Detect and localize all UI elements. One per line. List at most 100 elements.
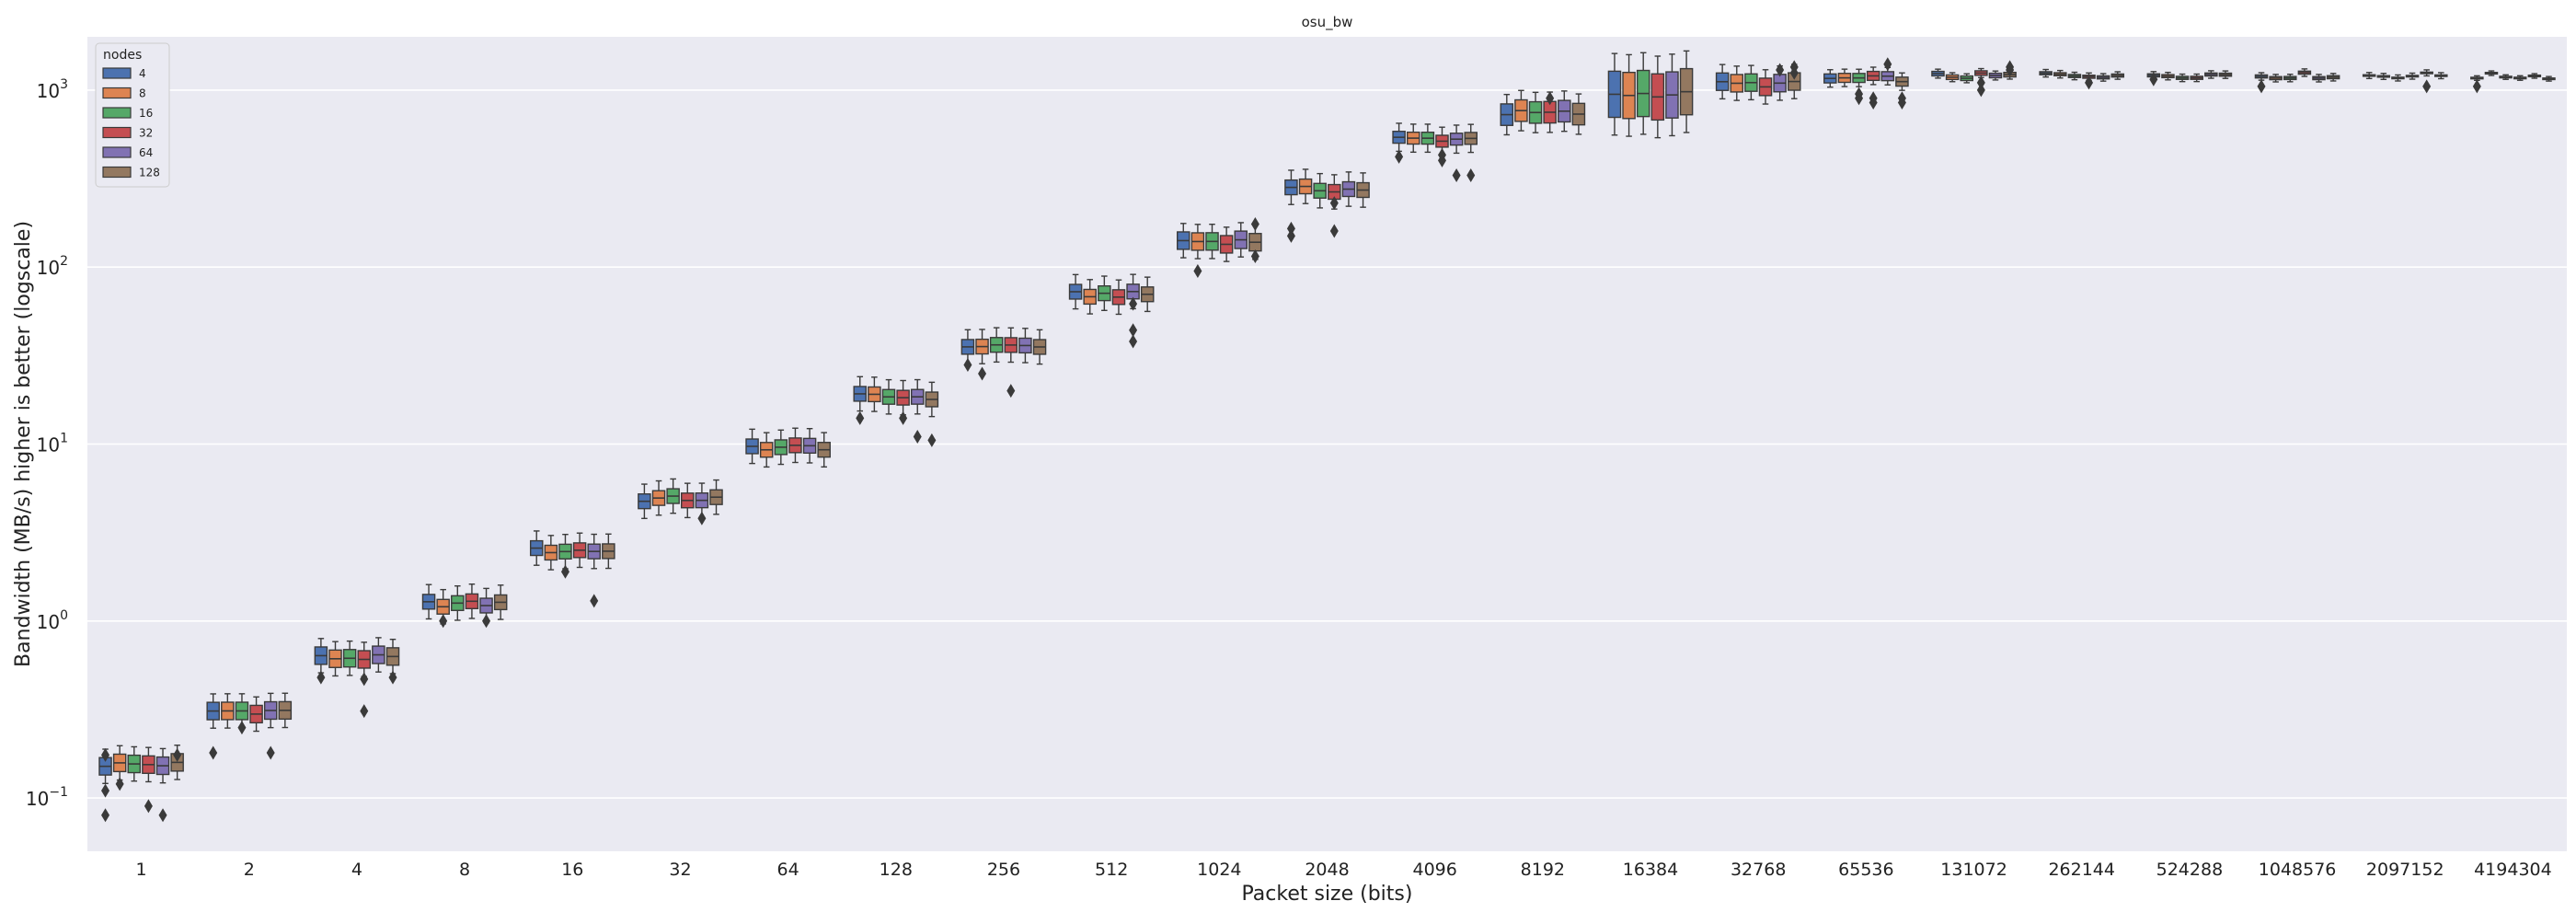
y-tick-label: 100 (37, 608, 68, 633)
outlier-point (560, 564, 569, 579)
outlier-point (1395, 149, 1404, 164)
legend[interactable]: nodes 4 8 16 32 64 128 (95, 42, 170, 188)
category-group (1823, 66, 1909, 91)
legend-item-128[interactable]: 128 (102, 166, 160, 179)
x-tick-label: 16384 (1623, 860, 1678, 880)
outlier-point (590, 594, 599, 608)
legend-swatch (102, 166, 132, 179)
outlier-point (899, 410, 908, 425)
x-tick-label: 262144 (2048, 860, 2115, 880)
legend-label: 4 (139, 67, 146, 80)
outlier-point (1129, 323, 1138, 338)
outlier-point (1437, 147, 1446, 162)
x-tick-label: 512 (1095, 860, 1128, 880)
outlier-point (115, 777, 124, 791)
outlier-point (1897, 91, 1906, 106)
category-group (853, 375, 939, 418)
legend-item-4[interactable]: 4 (102, 67, 146, 80)
outlier-point (360, 704, 369, 719)
category-group (745, 427, 831, 468)
x-axis-label: Packet size (bits) (1242, 883, 1413, 906)
x-tick-label: 2097152 (2366, 860, 2444, 880)
x-tick-label: 16 (561, 860, 583, 880)
legend-swatch (102, 67, 132, 79)
legend-label: 8 (139, 87, 146, 100)
outlier-point (1976, 83, 1985, 98)
y-tick-label: 102 (37, 254, 68, 279)
outlier-point (978, 366, 987, 381)
legend-item-32[interactable]: 32 (102, 127, 153, 140)
category-group (1392, 122, 1478, 156)
outlier-point (482, 614, 491, 629)
category-group (529, 530, 615, 571)
legend-label: 64 (139, 146, 153, 159)
outlier-point (1466, 167, 1476, 182)
outlier-point (173, 747, 182, 762)
outlier-point (388, 670, 397, 685)
category-group (2254, 68, 2340, 83)
y-tick-label: 101 (37, 432, 68, 456)
x-tick-label: 4096 (1412, 860, 1456, 880)
x-tick-label: 131072 (1940, 860, 2007, 880)
outlier-point (237, 721, 247, 735)
outlier-point (1329, 224, 1339, 238)
outlier-point (2257, 79, 2266, 94)
outlier-point (1193, 263, 1202, 278)
legend-label: 32 (139, 127, 153, 140)
outlier-point (360, 672, 369, 687)
outlier-point (101, 747, 110, 762)
category-group (98, 745, 184, 784)
outlier-point (2472, 79, 2481, 94)
category-group (1284, 168, 1370, 210)
outlier-point (1129, 334, 1138, 349)
category-group (1068, 273, 1155, 316)
x-tick-label: 1048576 (2259, 860, 2337, 880)
outlier-point (1976, 75, 1985, 90)
legend-item-64[interactable]: 64 (102, 146, 153, 159)
outlier-point (1855, 87, 1864, 101)
outlier-point (1286, 221, 1295, 236)
legend-item-16[interactable]: 16 (102, 107, 153, 120)
x-tick-label: 2048 (1305, 860, 1349, 880)
legend-label: 16 (139, 107, 153, 120)
y-tick-exponent: 2 (60, 254, 68, 269)
legend-title: nodes (103, 48, 142, 63)
outlier-point (1546, 91, 1555, 106)
x-tick-label: 64 (777, 860, 799, 880)
outlier-point (963, 358, 972, 373)
category-group (960, 327, 1047, 365)
y-axis-label: Bandwidth (MB/s) higher is better (logsc… (12, 221, 35, 667)
outlier-point (1883, 57, 1892, 72)
outlier-point (2422, 79, 2432, 94)
x-tick-label: 8 (459, 860, 470, 880)
y-tick-exponent: 3 (60, 77, 68, 92)
category-group (314, 637, 400, 677)
outlier-point (209, 745, 218, 760)
outlier-point (1452, 167, 1461, 182)
x-tick-label: 256 (987, 860, 1020, 880)
category-group (1607, 50, 1694, 139)
category-group (2470, 70, 2556, 82)
outlier-point (856, 410, 865, 425)
x-tick-label: 524288 (2156, 860, 2224, 880)
outlier-point (144, 799, 153, 814)
x-tick-label: 2 (244, 860, 255, 880)
outlier-point (316, 670, 326, 685)
category-group (1715, 64, 1801, 105)
outlier-point (2085, 75, 2094, 90)
y-tick-exponent: −1 (49, 785, 68, 800)
legend-item-8[interactable]: 8 (102, 87, 146, 100)
outlier-point (1006, 384, 1016, 398)
box-series (98, 50, 2556, 823)
outlier-point (1789, 60, 1799, 75)
category-group (206, 692, 293, 733)
legend-swatch (102, 87, 132, 99)
outlier-point (1329, 196, 1339, 211)
category-group (2039, 68, 2125, 82)
outlier-point (1250, 249, 1259, 264)
chart-title: osu_bw (1302, 14, 1353, 31)
outlier-point (101, 808, 110, 823)
